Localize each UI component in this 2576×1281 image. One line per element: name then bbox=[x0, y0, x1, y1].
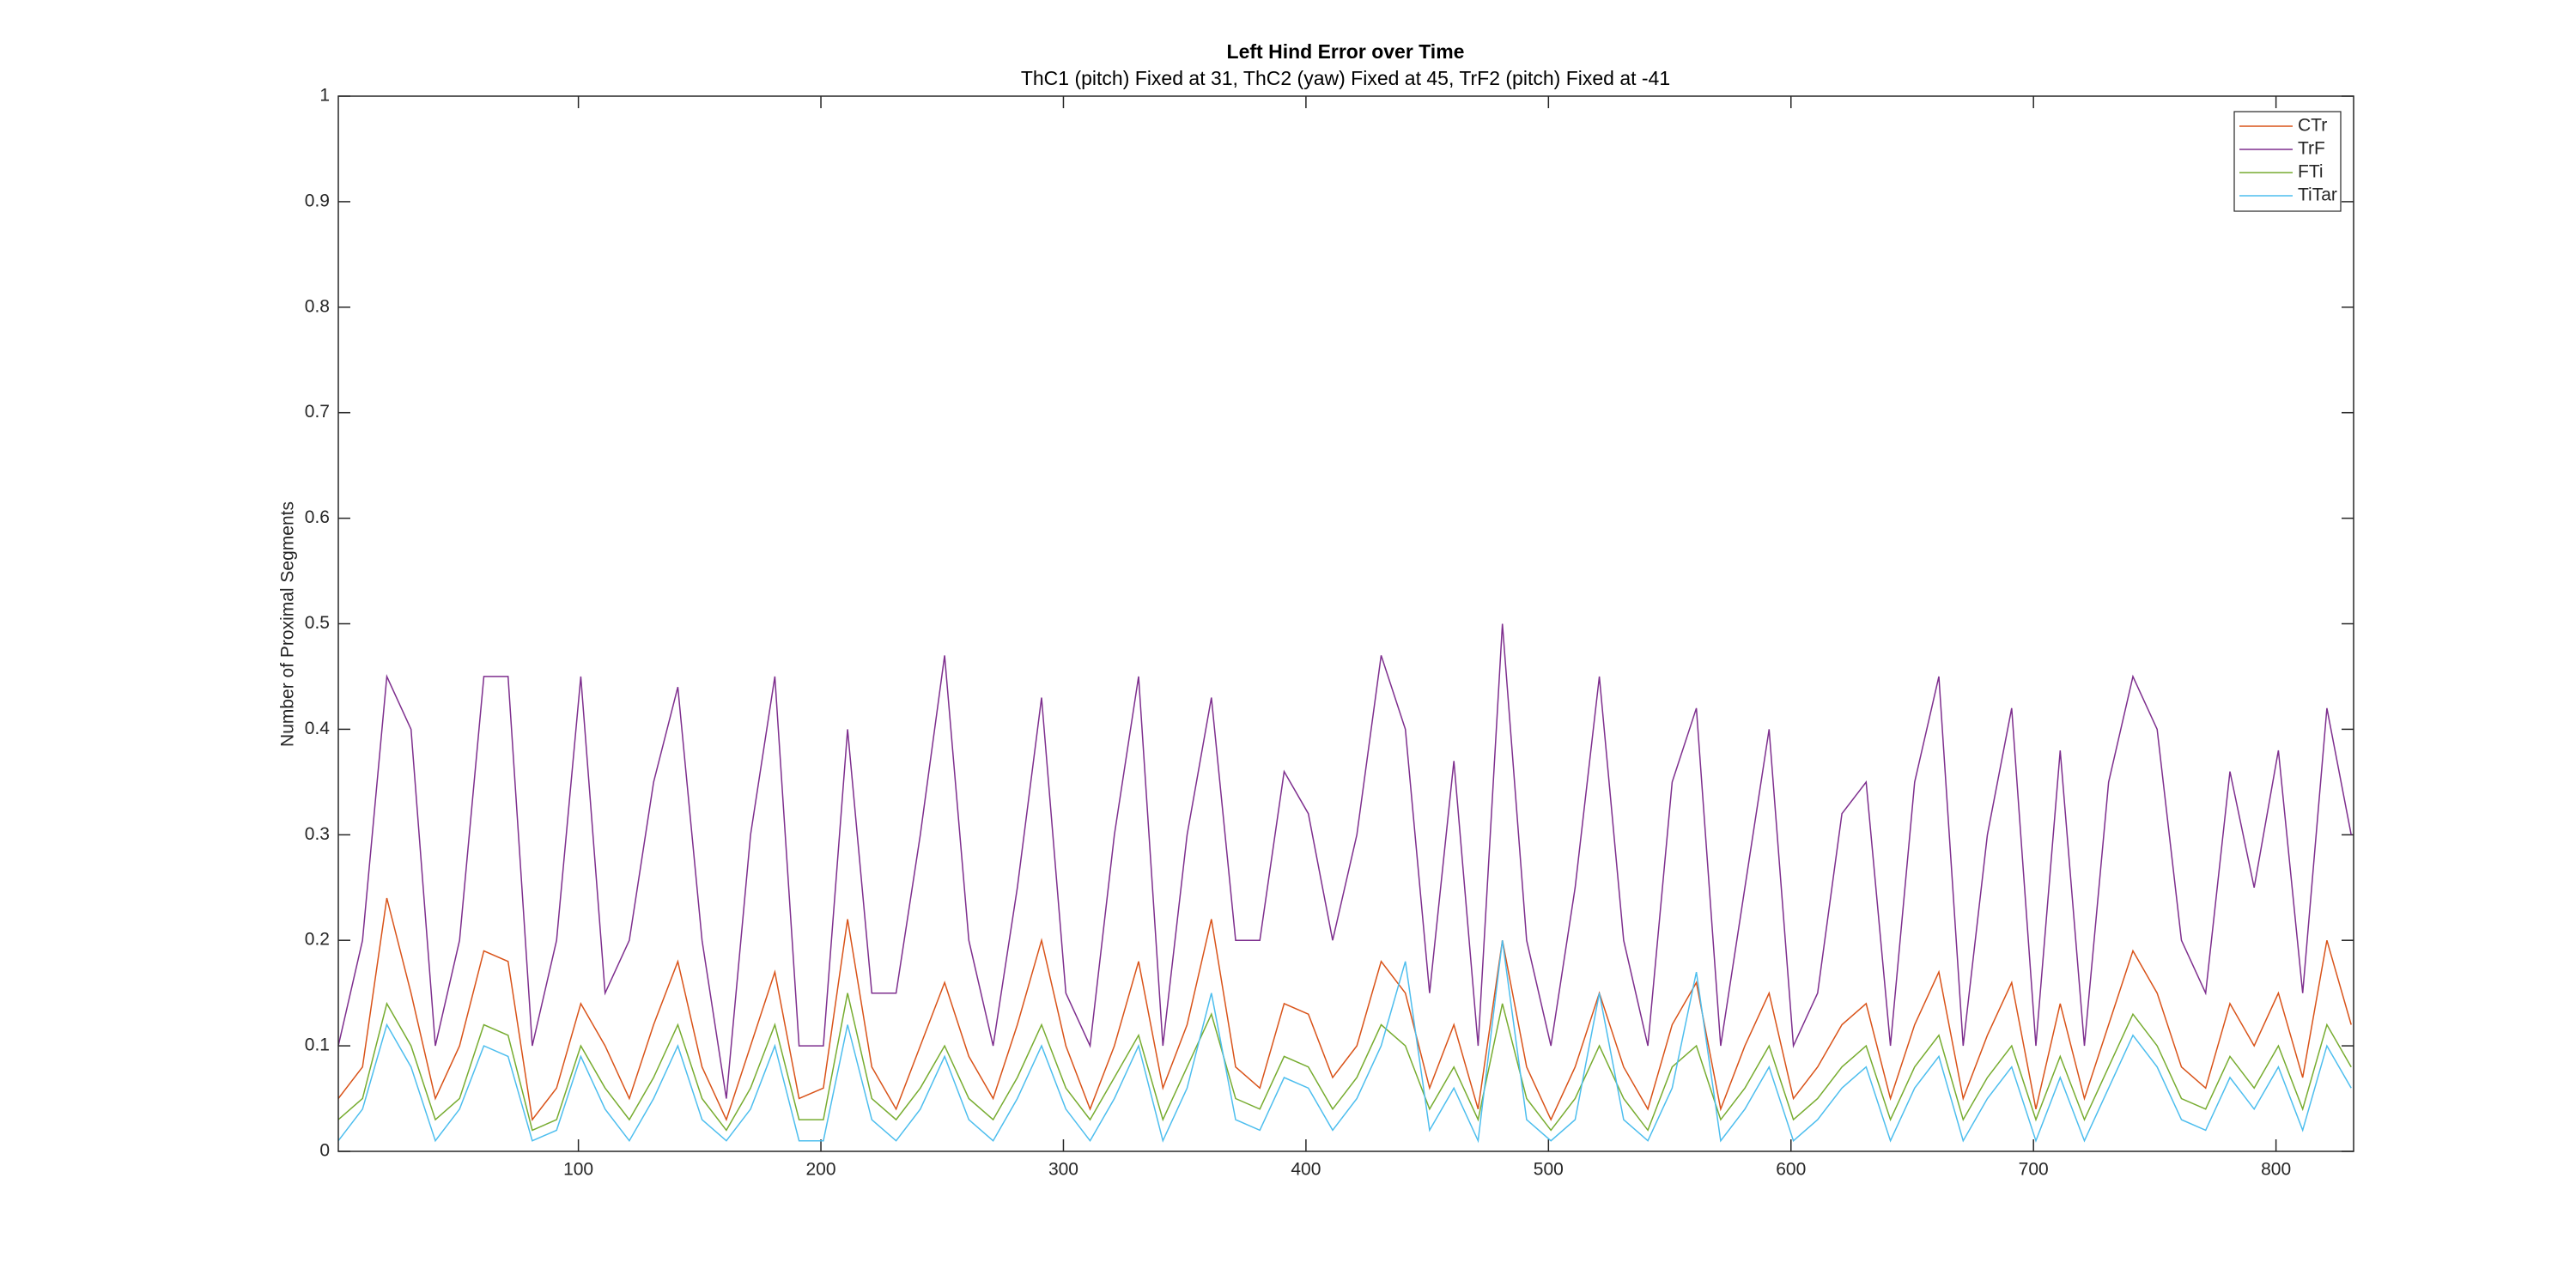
y-tick-label: 0 bbox=[319, 1141, 330, 1161]
line-series bbox=[337, 993, 2352, 1132]
y-tick-label: 0.9 bbox=[305, 191, 330, 210]
y-tick-label: 0.1 bbox=[305, 1035, 330, 1055]
line-series bbox=[337, 623, 2352, 1099]
legend-label: CTr bbox=[2298, 116, 2327, 136]
legend-label: TrF bbox=[2298, 139, 2325, 159]
x-tick-label: 400 bbox=[1291, 1160, 1321, 1180]
line-series bbox=[337, 897, 2352, 1122]
legend-box bbox=[2233, 111, 2342, 212]
y-tick-label: 0.3 bbox=[305, 824, 330, 844]
y-axis-label: Number of Proximal Segments bbox=[278, 501, 298, 747]
x-tick-label: 100 bbox=[563, 1160, 593, 1180]
y-tick-label: 0.4 bbox=[305, 719, 331, 738]
x-tick-label: 300 bbox=[1048, 1160, 1078, 1180]
axes-box bbox=[337, 95, 2354, 1152]
x-tick-label: 800 bbox=[2261, 1160, 2291, 1180]
x-tick-label: 600 bbox=[1776, 1160, 1806, 1180]
y-tick-label: 0.6 bbox=[305, 507, 330, 527]
x-tick-label: 200 bbox=[806, 1160, 836, 1180]
y-tick-label: 0.5 bbox=[305, 613, 330, 633]
legend-label: FTi bbox=[2298, 162, 2324, 182]
chart-subtitle: ThC1 (pitch) Fixed at 31, ThC2 (yaw) Fix… bbox=[1021, 67, 1670, 89]
y-tick-label: 0.2 bbox=[305, 930, 330, 950]
y-tick-label: 1 bbox=[319, 86, 330, 106]
legend-label: TiTar bbox=[2298, 185, 2337, 205]
y-tick-label: 0.8 bbox=[305, 296, 330, 316]
x-tick-label: 500 bbox=[1534, 1160, 1564, 1180]
y-tick-label: 0.7 bbox=[305, 402, 330, 422]
x-tick-label: 700 bbox=[2019, 1160, 2049, 1180]
chart-title: Left Hind Error over Time bbox=[1227, 40, 1465, 63]
line-series bbox=[337, 940, 2352, 1144]
